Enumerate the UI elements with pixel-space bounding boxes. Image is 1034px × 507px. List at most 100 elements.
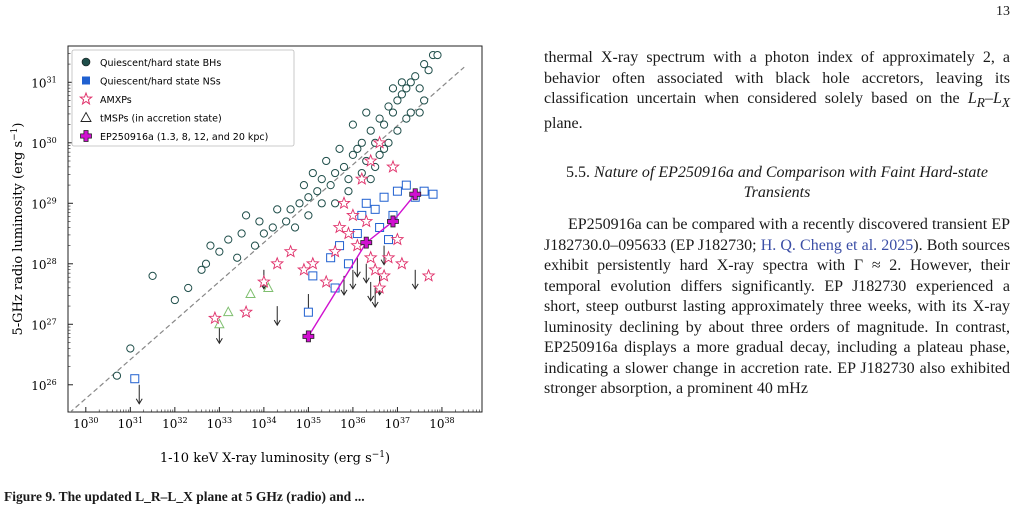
- ns-point: [419, 186, 429, 196]
- bh-point: [259, 229, 268, 238]
- bh-point: [406, 108, 415, 117]
- ep250916a-point: [409, 188, 422, 201]
- ep-track-line: [307, 242, 367, 337]
- amxp-point: [377, 268, 391, 282]
- paragraph-continuation: thermal X-ray spectrum with a photon ind…: [544, 48, 1010, 134]
- para2-rest: ). Both sources exhibit persistently har…: [544, 236, 1010, 398]
- bh-point: [184, 283, 193, 293]
- bh-point: [420, 96, 429, 105]
- legend-entry: Quiescent/hard state NSs: [82, 76, 221, 88]
- legend-ns-marker: [82, 76, 90, 85]
- y-tick-label: 1026: [31, 378, 56, 393]
- bh-point: [197, 265, 206, 274]
- legend-box: [71, 49, 295, 147]
- bh-point: [201, 259, 211, 268]
- ns-point: [352, 229, 362, 239]
- bh-point: [126, 344, 135, 353]
- y-tick-label: 1028: [31, 257, 56, 272]
- ns-point: [361, 198, 371, 208]
- amxp-point: [341, 226, 356, 240]
- bh-point: [406, 78, 415, 87]
- scatter-chart: 1030 1031 1032 1033 1034 1035 1036 1037 1038 1026…: [10, 45, 483, 466]
- amxp-point: [386, 159, 400, 173]
- paragraph-comparison: EP250916a can be compared with a recentl…: [544, 215, 1010, 400]
- ep250916a-point: [387, 215, 399, 228]
- amxp-point: [283, 244, 298, 258]
- ns-point: [401, 180, 411, 190]
- amxp-point: [354, 171, 369, 185]
- x-tick-label: 1038: [429, 416, 454, 431]
- y-axis-label: 5-GHz radio luminosity (erg s−1): [10, 123, 26, 336]
- bh-point: [286, 205, 295, 214]
- bh-point: [353, 144, 362, 153]
- legend-label: Quiescent/hard state BHs: [100, 58, 221, 69]
- bh-point: [273, 205, 282, 214]
- bh-point: [388, 108, 398, 117]
- bh-point: [402, 114, 411, 123]
- y-tick-label: 1030: [31, 136, 56, 151]
- bh-point: [282, 217, 291, 226]
- amxp-point: [256, 274, 271, 288]
- amxp-point: [359, 214, 374, 228]
- amxp-point: [337, 196, 351, 210]
- lr-lx-math: LR–LX: [967, 90, 1010, 111]
- bh-point: [420, 60, 429, 69]
- ns-point: [428, 189, 438, 199]
- ep250916a-point: [360, 236, 373, 249]
- ns-point: [130, 374, 140, 384]
- amxp-point: [368, 262, 383, 276]
- bh-point: [393, 96, 402, 105]
- x-axis-label: 1-10 keV X-ray luminosity (erg s−1): [160, 450, 390, 466]
- upper-limit-arrow: [349, 269, 357, 290]
- para1-end: plane.: [544, 114, 583, 132]
- legend-tmsp-marker: [80, 111, 92, 122]
- amxp-point: [372, 280, 387, 294]
- ns-point: [335, 241, 345, 251]
- bh-point: [290, 223, 300, 232]
- amxp-point: [390, 232, 405, 246]
- section-heading: 5.5. Nature of EP250916a and Comparison …: [544, 163, 1010, 203]
- bh-point: [112, 371, 122, 380]
- ep250916a-point: [302, 330, 315, 343]
- upper-limit-arrow: [367, 281, 375, 302]
- bh-point: [397, 78, 406, 87]
- reference-line: [69, 66, 465, 412]
- x-tick-label: 1036: [340, 416, 365, 431]
- x-tick-label: 1034: [251, 416, 276, 431]
- bh-point: [326, 181, 335, 190]
- amxp-point: [328, 244, 342, 258]
- ns-point: [379, 192, 389, 202]
- y-tick-label: 1027: [31, 317, 56, 332]
- citation-link[interactable]: H. Q. Cheng et al. 2025: [760, 236, 914, 254]
- legend-label: Quiescent/hard state NSs: [100, 77, 221, 88]
- amxp-point: [346, 208, 360, 222]
- section-number: 5.5.: [566, 164, 591, 182]
- legend-amxp-marker: [78, 91, 94, 106]
- bh-point: [304, 193, 313, 202]
- amxp-point: [319, 274, 334, 288]
- legend-ep-marker: [80, 130, 92, 142]
- x-tick-label: 1032: [162, 416, 187, 431]
- bh-point: [206, 241, 215, 250]
- right-column-text: thermal X-ray spectrum with a photon ind…: [544, 48, 1010, 400]
- ep-track-line: [365, 220, 394, 244]
- bh-point: [330, 168, 340, 178]
- upper-limit-arrow: [353, 257, 361, 278]
- bh-point: [322, 156, 331, 166]
- ns-point: [357, 210, 367, 220]
- x-tick-label: 1033: [207, 416, 232, 431]
- legend-entry: tMSPs (in accretion state): [80, 111, 222, 125]
- y-tick-label: 1029: [31, 196, 56, 211]
- amxp-point: [332, 220, 347, 234]
- bh-point: [170, 295, 179, 305]
- ns-point: [370, 204, 380, 214]
- tmsp-point: [222, 306, 234, 317]
- bh-point: [317, 199, 326, 208]
- bh-point: [402, 84, 411, 93]
- bh-point: [366, 126, 375, 135]
- amxp-point: [207, 310, 222, 325]
- amxp-point: [270, 256, 285, 270]
- amxp-point: [239, 304, 253, 319]
- legend-label: EP250916a (1.3, 8, 12, and 20 kpc): [100, 132, 268, 143]
- bh-point: [397, 90, 406, 99]
